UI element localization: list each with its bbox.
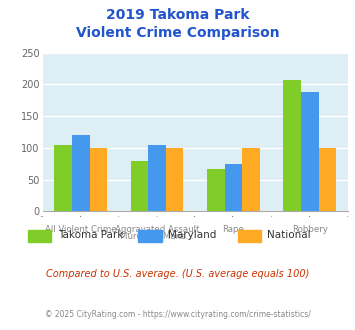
Bar (54, 145, 72, 211)
Bar (225, 164, 242, 211)
Bar (166, 148, 184, 211)
Text: Rape: Rape (223, 225, 244, 234)
Text: Robbery: Robbery (292, 225, 328, 234)
Text: Takoma Park: Takoma Park (58, 230, 123, 240)
Text: © 2025 CityRating.com - https://www.cityrating.com/crime-statistics/: © 2025 CityRating.com - https://www.city… (45, 310, 310, 318)
Text: Maryland: Maryland (168, 230, 216, 240)
Bar (207, 169, 225, 211)
Text: Murder & Mans...: Murder & Mans... (120, 232, 194, 241)
Bar (318, 148, 336, 211)
Text: Violent Crime Comparison: Violent Crime Comparison (76, 26, 279, 40)
Text: Compared to U.S. average. (U.S. average equals 100): Compared to U.S. average. (U.S. average … (46, 269, 309, 279)
Text: 2019 Takoma Park: 2019 Takoma Park (106, 8, 249, 22)
Bar (148, 145, 166, 211)
Bar (89, 148, 107, 211)
Text: Aggravated Assault: Aggravated Assault (115, 225, 199, 234)
Bar (131, 160, 148, 211)
Bar (72, 135, 89, 211)
Text: All Violent Crime: All Violent Crime (45, 225, 116, 234)
Text: National: National (267, 230, 311, 240)
Bar (242, 148, 260, 211)
Bar (283, 80, 301, 211)
Bar (301, 92, 318, 211)
